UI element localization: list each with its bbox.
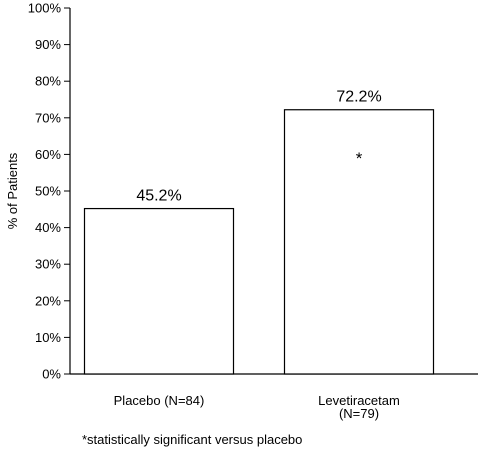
significance-marker: * [356,149,363,168]
x-tick-label: Levetiracetam [318,393,400,408]
y-tick-label: 80% [35,74,61,89]
x-tick-label: (N=79) [339,406,379,421]
y-tick-label: 60% [35,147,61,162]
bar [283,109,435,375]
y-tick-label: 100% [28,1,62,16]
y-tick-label: 30% [35,257,61,272]
bars [83,109,435,375]
footnote: *statistically significant versus placeb… [82,432,303,447]
y-tick-label: 70% [35,110,61,125]
bar [83,207,235,375]
y-axis: 0% 10% 20% 30% 40% 50% 60% 70% 80% 90% 100% [28,1,478,382]
y-tick-label: 10% [35,330,61,345]
labels: 45.2% Placebo (N=84) 72.2% Levetiracetam(N=… [114,89,400,421]
y-tick-label: 40% [35,220,61,235]
y-tick-label: 20% [35,293,61,308]
y-tick-label: 50% [35,184,61,199]
y-axis-title: % of Patients [5,152,20,229]
y-tick-label: 0% [42,367,61,382]
data-label: 45.2% [136,188,181,205]
data-label: 72.2% [336,89,381,106]
y-tick-label: 90% [35,37,61,52]
x-tick-label: Placebo (N=84) [114,393,205,408]
